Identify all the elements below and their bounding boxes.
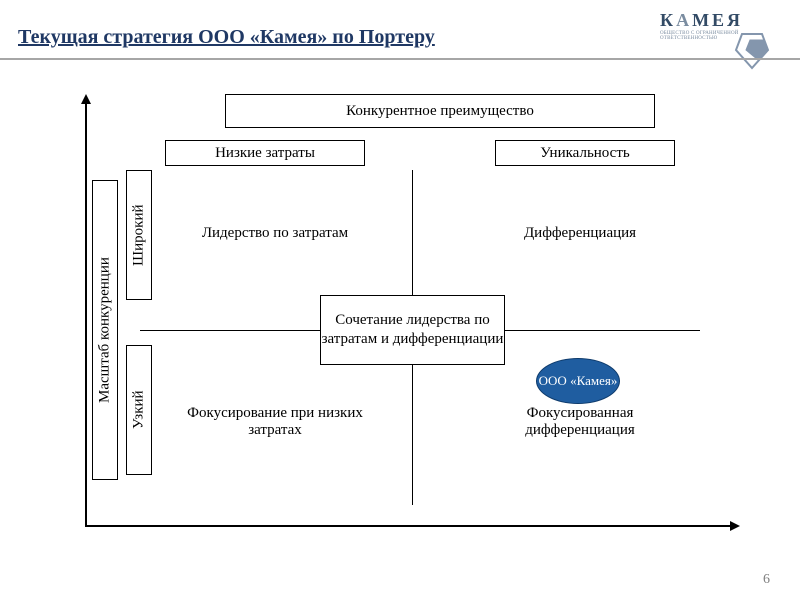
y-axis-line bbox=[85, 104, 87, 525]
top-header-box: Конкурентное преимущество bbox=[225, 94, 655, 128]
row-bottom-label: Узкий bbox=[131, 391, 148, 430]
x-axis-arrow-icon bbox=[730, 521, 740, 531]
q2-label: Дифференциация bbox=[480, 225, 680, 242]
row-top-box: Широкий bbox=[126, 170, 152, 300]
header-divider bbox=[0, 58, 800, 60]
center-label: Сочетание лидерства по затратам и диффер… bbox=[321, 311, 504, 349]
y-axis-label-box: Масштаб конкуренции bbox=[92, 180, 118, 480]
top-header-label: Конкурентное преимущество bbox=[346, 103, 534, 120]
q1-label: Лидерство по затратам bbox=[175, 225, 375, 242]
page-number: 6 bbox=[763, 572, 770, 588]
col-left-label: Низкие затраты bbox=[215, 145, 315, 162]
row-top-label: Широкий bbox=[131, 204, 148, 266]
company-marker-label: ООО «Камея» bbox=[539, 374, 618, 388]
y-axis-label: Масштаб конкуренции bbox=[97, 257, 114, 403]
q4-label: Фокусированная дифференциация bbox=[480, 405, 680, 439]
center-box: Сочетание лидерства по затратам и диффер… bbox=[320, 295, 505, 365]
col-left-box: Низкие затраты bbox=[165, 140, 365, 166]
y-axis-arrow-icon bbox=[81, 94, 91, 104]
logo-brand: КАМЕЯ bbox=[660, 10, 780, 31]
page-title: Текущая стратегия ООО «Камея» по Портеру bbox=[18, 26, 435, 49]
logo: КАМЕЯ ОБЩЕСТВО С ОГРАНИЧЕННОЙ ОТВЕТСТВЕН… bbox=[660, 10, 780, 70]
logo-shape-icon bbox=[732, 32, 772, 72]
q3-label: Фокусирование при низких затратах bbox=[175, 405, 375, 439]
row-bottom-box: Узкий bbox=[126, 345, 152, 475]
company-marker: ООО «Камея» bbox=[536, 358, 620, 404]
x-axis-line bbox=[85, 525, 730, 527]
col-right-label: Уникальность bbox=[540, 145, 630, 162]
col-right-box: Уникальность bbox=[495, 140, 675, 166]
